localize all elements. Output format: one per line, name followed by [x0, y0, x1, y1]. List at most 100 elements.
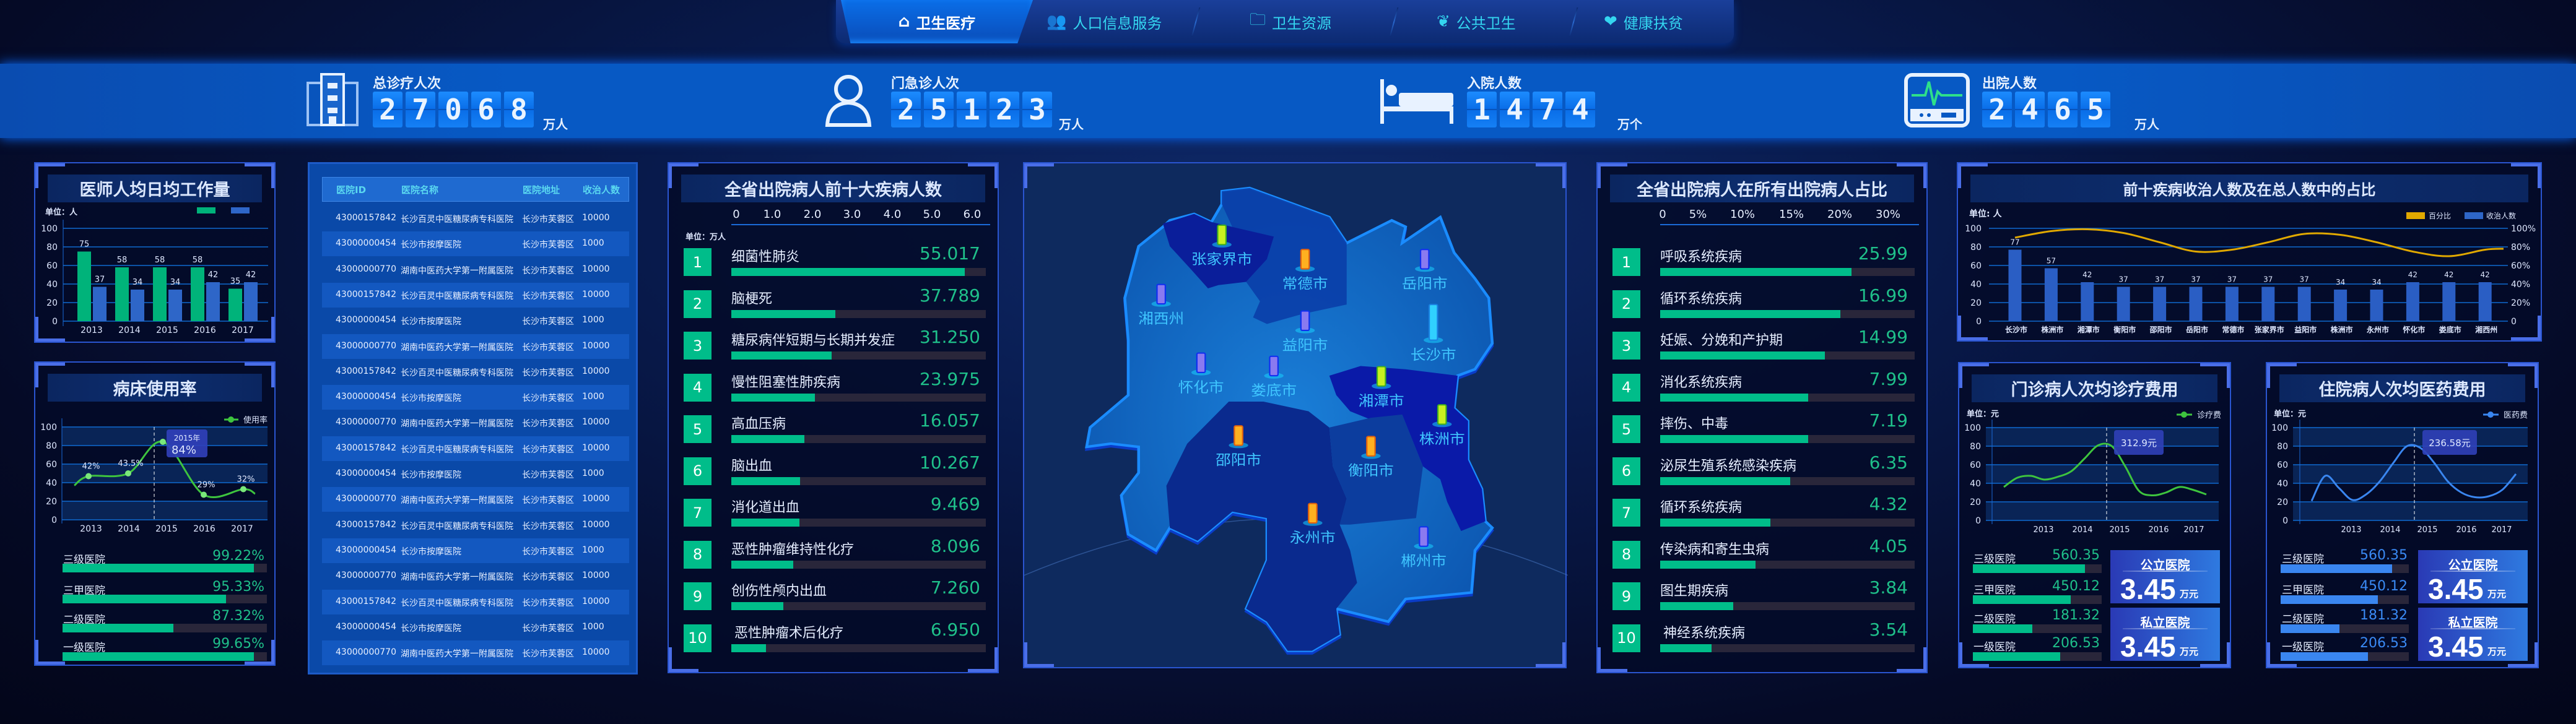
- disease-bar-fill: [731, 602, 784, 610]
- progress-fill: [2281, 652, 2368, 661]
- disease-bar-fill: [731, 476, 800, 485]
- x-tick-label: 3.0: [843, 208, 861, 221]
- city-marker[interactable]: 湘西州: [1138, 283, 1184, 327]
- column-header[interactable]: 医院地址: [523, 184, 560, 196]
- city-marker[interactable]: 常德市: [1282, 249, 1328, 292]
- column-header[interactable]: 医院ID: [336, 184, 367, 196]
- city-marker[interactable]: 株洲市: [1419, 404, 1465, 447]
- progress-bar: [63, 595, 267, 603]
- tab-population-services[interactable]: 👥 人口信息服务: [1046, 12, 1162, 32]
- disease-value: 10.267: [920, 452, 980, 473]
- summary-value: 3.45: [2120, 631, 2176, 663]
- table-row[interactable]: 43000000770 湖南中医药大学第一附属医院 长沙市芙蓉区 10000: [322, 334, 629, 359]
- tab-health-medical[interactable]: ⌂ 卫生医疗: [841, 0, 1033, 43]
- digit: 8: [504, 92, 534, 127]
- disease-bar: [731, 476, 986, 485]
- table-row[interactable]: 43000157842 长沙百灵中医糖尿病专科医院 长沙市芙蓉区 10000: [322, 282, 629, 308]
- city-marker[interactable]: 益阳市: [1282, 310, 1328, 354]
- table-row[interactable]: 43000157842 长沙百灵中医糖尿病专科医院 长沙市芙蓉区 10000: [322, 436, 629, 461]
- city-marker[interactable]: 衡阳市: [1348, 436, 1394, 479]
- table-row[interactable]: 43000157842 长沙百灵中医糖尿病专科医院 长沙市芙蓉区 10000: [322, 206, 629, 231]
- rank-badge: 3: [684, 332, 711, 360]
- table-header: 医院ID 医院名称 医院地址 收治人数: [322, 177, 629, 202]
- city-marker[interactable]: 永州市: [1290, 502, 1336, 546]
- admissions-count: 10000: [582, 494, 610, 504]
- hospital-id: 43000000454: [336, 621, 396, 632]
- city-marker[interactable]: 郴州市: [1401, 526, 1447, 569]
- region-changde[interactable]: [1222, 187, 1347, 324]
- summary-unit: 万元: [2487, 588, 2507, 600]
- progress-bar: [2281, 624, 2409, 633]
- disease-name: 恶性肿瘤维持性化疗: [731, 541, 855, 558]
- tab-health-resources[interactable]: 🗀 卫生资源: [1250, 0, 1331, 43]
- table-row[interactable]: 43000000770 湖南中医药大学第一附属医院 长沙市芙蓉区 10000: [322, 564, 629, 588]
- disease-bar-fill: [1660, 602, 1733, 610]
- table-row[interactable]: 43000000770 湖南中医药大学第一附属医院 长沙市芙蓉区 10000: [322, 487, 629, 512]
- disease-bar: [731, 268, 986, 276]
- rank-badge: 1: [684, 248, 711, 276]
- top10-disease-share-panel: 全省出院病人在所有出院病人占比 0 5% 10% 15% 20% 30% 1 呼吸系统疾病 2…: [1596, 162, 1928, 673]
- panel-title: 医师人均日均工作量: [48, 175, 262, 202]
- people-icon: 👥: [1046, 12, 1067, 31]
- building-marker-icon: [1269, 355, 1279, 377]
- disease-name: 脑出血: [731, 458, 773, 474]
- hospital-id: 43000000770: [336, 340, 396, 351]
- hospital-id: 43000000770: [336, 647, 396, 658]
- city-marker[interactable]: 张家界市: [1191, 224, 1253, 268]
- table-row[interactable]: 43000157842 长沙百灵中医糖尿病专科医院 长沙市芙蓉区 10000: [322, 589, 629, 614]
- city-label: 怀化市: [1178, 379, 1224, 395]
- city-label: 张家界市: [1191, 251, 1253, 267]
- table-row[interactable]: 43000000770 湖南中医药大学第一附属医院 长沙市芙蓉区 10000: [322, 257, 629, 282]
- digit: 4: [1500, 92, 1530, 127]
- digit: 4: [1565, 92, 1595, 127]
- table-row[interactable]: 43000000770 湖南中医药大学第一附属医院 长沙市芙蓉区 10000: [322, 410, 629, 435]
- top-nav: ⌂ 卫生医疗 👥 人口信息服务 🗀 卫生资源 ❦ 公共卫生 ❤ 健康扶贫: [836, 0, 1734, 43]
- digit: 7: [1533, 92, 1562, 127]
- rank-badge: 5: [1612, 415, 1640, 443]
- region-hengyang[interactable]: [1329, 414, 1423, 525]
- city-marker[interactable]: 岳阳市: [1402, 249, 1448, 292]
- column-header[interactable]: 收治人数: [583, 184, 620, 196]
- x-tick-label: 2.0: [803, 208, 822, 221]
- table-row[interactable]: 43000000454 长沙市按摩医院 长沙市芙蓉区 1000: [322, 538, 629, 563]
- column-header[interactable]: 医院名称: [401, 184, 439, 196]
- region-shaoyang-yongzhou[interactable]: [1166, 401, 1357, 651]
- table-row[interactable]: 43000000454 长沙市按摩医院 长沙市芙蓉区 1000: [322, 462, 629, 486]
- tab-divider: [1191, 7, 1201, 37]
- table-row[interactable]: 43000157842 长沙百灵中医糖尿病专科医院 长沙市芙蓉区 10000: [322, 513, 629, 538]
- folder-medical-icon: 🗀: [1250, 11, 1266, 29]
- digit: 4: [2015, 92, 2045, 127]
- hospital-address: 长沙市芙蓉区: [522, 240, 574, 251]
- progress-bar: [1973, 595, 2102, 604]
- city-label: 常德市: [1282, 275, 1328, 292]
- table-row[interactable]: 43000000454 长沙市按摩医院 长沙市芙蓉区 1000: [322, 308, 629, 333]
- disease-value: 16.057: [920, 410, 980, 431]
- rank-badge: 2: [1612, 290, 1640, 318]
- divider: [2123, 571, 2208, 572]
- hospital-type-summary: 私立医院 3.45 万元: [2418, 608, 2528, 663]
- x-tick-label: 1.0: [763, 208, 781, 221]
- region-zhangjiajie[interactable]: [1162, 213, 1274, 288]
- city-marker[interactable]: 娄底市: [1251, 355, 1297, 399]
- tab-health-poverty[interactable]: ❤ 健康扶贫: [1604, 12, 1683, 32]
- hospital-icon: ⌂: [898, 12, 910, 31]
- table-row[interactable]: 43000000454 长沙市按摩医院 长沙市芙蓉区 1000: [322, 615, 629, 640]
- table-row[interactable]: 43000000454 长沙市按摩医院 长沙市芙蓉区 1000: [322, 385, 629, 410]
- city-marker[interactable]: 湘潭市: [1359, 366, 1404, 410]
- table-row[interactable]: 43000000770 湖南中医药大学第一附属医院 长沙市芙蓉区 10000: [322, 640, 629, 666]
- city-marker[interactable]: 怀化市: [1178, 352, 1224, 396]
- digit: 1: [957, 92, 986, 127]
- city-marker[interactable]: 长沙市: [1411, 304, 1456, 363]
- table-row[interactable]: 43000157842 长沙百灵中医糖尿病专科医院 长沙市芙蓉区 10000: [322, 360, 629, 384]
- tab-public-health[interactable]: ❦ 公共卫生: [1437, 12, 1516, 32]
- hospital-id: 43000157842: [336, 519, 396, 530]
- x-tick-label: 0: [733, 208, 740, 221]
- admissions-count: 1000: [582, 621, 604, 632]
- hospital-level-value: 206.53: [2052, 636, 2100, 651]
- kpi-unit: 万个: [1617, 117, 1642, 132]
- table-row[interactable]: 43000000454 长沙市按摩医院 长沙市芙蓉区 1000: [322, 231, 629, 257]
- disease-bar: [731, 560, 986, 569]
- city-marker[interactable]: 邵阳市: [1216, 425, 1261, 468]
